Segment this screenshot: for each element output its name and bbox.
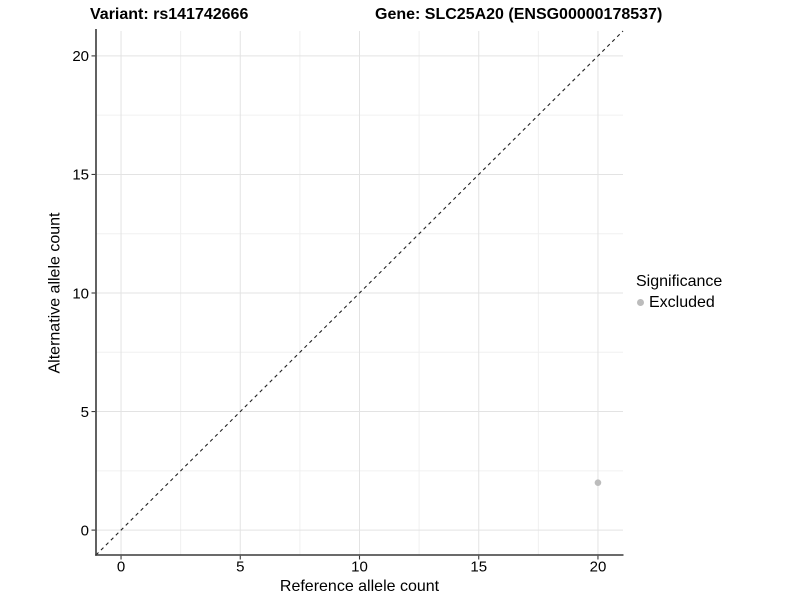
x-tick-label: 15 xyxy=(470,559,487,576)
identity-line xyxy=(95,30,624,556)
y-tick-label: 0 xyxy=(81,522,89,539)
legend: Significance Excluded xyxy=(636,272,722,312)
data-points xyxy=(594,479,602,486)
x-tick-label: 5 xyxy=(236,559,244,576)
y-tick-label: 20 xyxy=(72,48,89,65)
data-point xyxy=(594,479,602,486)
legend-item-excluded: Excluded xyxy=(636,293,722,312)
x-axis-title: Reference allele count xyxy=(279,578,440,595)
y-axis-title: Alternative allele count xyxy=(46,212,64,374)
y-tick-label: 10 xyxy=(72,285,89,302)
plot-title-variant: Variant: rs141742666 xyxy=(90,6,249,23)
x-tick-label: 10 xyxy=(351,559,368,576)
excluded-point-icon xyxy=(637,299,644,306)
x-tick-label: 0 xyxy=(117,559,125,576)
legend-title: Significance xyxy=(636,273,723,290)
y-tick-label: 5 xyxy=(81,404,89,421)
x-tick-label: 20 xyxy=(590,559,607,576)
y-tick-label: 15 xyxy=(72,167,89,184)
tick-marks xyxy=(91,55,599,560)
axis-lines xyxy=(95,29,624,556)
plot-title-gene: Gene: SLC25A20 (ENSG00000178537) xyxy=(375,6,663,23)
y-tick-labels: 0 5 10 15 20 xyxy=(72,48,89,539)
x-tick-labels: 0 5 10 15 20 xyxy=(117,559,606,576)
legend-item-label: Excluded xyxy=(649,294,715,311)
